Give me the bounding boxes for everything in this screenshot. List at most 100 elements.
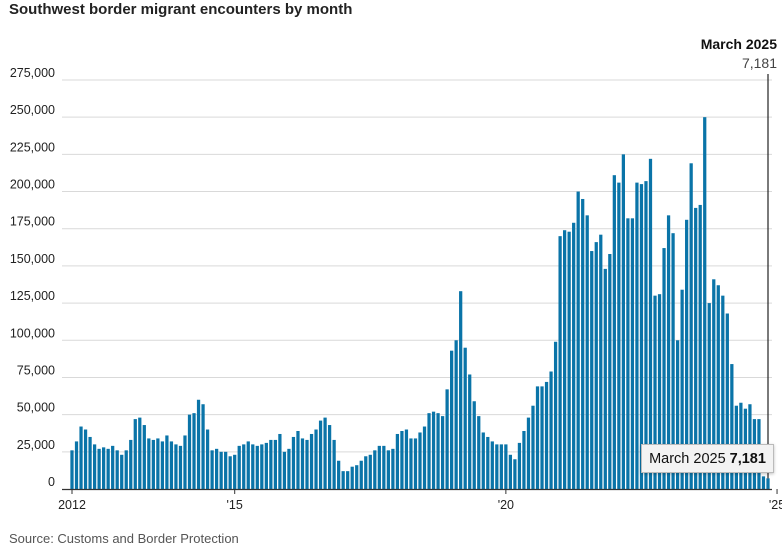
x-tick-label: '15 bbox=[227, 498, 243, 512]
bar bbox=[603, 268, 607, 489]
bar bbox=[617, 182, 621, 489]
bar bbox=[205, 429, 210, 489]
bar bbox=[138, 417, 142, 489]
bar bbox=[431, 411, 436, 489]
bar bbox=[233, 454, 237, 489]
bar bbox=[477, 416, 481, 489]
bar bbox=[147, 438, 151, 489]
bar bbox=[242, 444, 246, 489]
bar bbox=[635, 182, 639, 489]
bar bbox=[196, 399, 201, 489]
bar bbox=[567, 231, 571, 489]
bar bbox=[323, 417, 327, 489]
bar bbox=[332, 439, 336, 489]
bar bbox=[382, 445, 386, 489]
bar bbox=[287, 448, 291, 489]
bar bbox=[653, 295, 657, 489]
bar bbox=[183, 435, 187, 489]
bar bbox=[120, 454, 124, 489]
bar bbox=[400, 431, 404, 489]
bar bbox=[219, 451, 223, 489]
bar bbox=[178, 445, 183, 489]
bar bbox=[422, 426, 427, 489]
bar bbox=[445, 389, 449, 489]
bar bbox=[92, 444, 97, 489]
latest-callout: March 2025 7,181 bbox=[701, 36, 777, 479]
y-tick-label: 250,000 bbox=[10, 103, 55, 117]
y-tick-label: 125,000 bbox=[10, 289, 55, 303]
bar bbox=[151, 439, 155, 489]
tooltip-value: 7,181 bbox=[729, 450, 766, 467]
bar bbox=[418, 432, 422, 489]
bar bbox=[553, 341, 558, 489]
bar bbox=[260, 444, 264, 489]
bar bbox=[626, 218, 630, 489]
bar bbox=[766, 478, 770, 489]
bar bbox=[97, 448, 101, 489]
bars bbox=[70, 117, 770, 490]
y-tick-label: 275,000 bbox=[10, 66, 55, 80]
source-note: Source: Customs and Border Protection bbox=[9, 531, 239, 546]
bar bbox=[504, 444, 508, 489]
bar bbox=[694, 207, 698, 489]
bar bbox=[70, 450, 74, 489]
bar bbox=[558, 236, 562, 489]
y-tick-label: 75,000 bbox=[17, 363, 55, 377]
bar bbox=[246, 441, 250, 489]
bar bbox=[703, 117, 707, 490]
bar bbox=[187, 414, 192, 489]
bar bbox=[531, 405, 535, 489]
bar bbox=[517, 442, 522, 489]
bar bbox=[404, 429, 409, 489]
y-tick-label: 100,000 bbox=[10, 326, 55, 340]
bar bbox=[74, 441, 79, 489]
bar bbox=[364, 456, 368, 489]
bar bbox=[707, 303, 711, 489]
bar bbox=[716, 285, 720, 489]
bar bbox=[712, 279, 716, 489]
tooltip-date: March 2025 bbox=[649, 450, 726, 467]
bar bbox=[481, 432, 485, 489]
bar bbox=[341, 471, 345, 489]
bar bbox=[463, 347, 467, 489]
bar bbox=[296, 431, 300, 489]
bar bbox=[440, 416, 445, 489]
bar bbox=[346, 471, 350, 489]
bar bbox=[594, 242, 598, 489]
bar bbox=[273, 439, 277, 489]
bar bbox=[526, 417, 531, 489]
bar bbox=[472, 401, 476, 489]
bar bbox=[644, 181, 648, 489]
bar bbox=[228, 456, 232, 489]
y-tick-label: 150,000 bbox=[10, 252, 55, 266]
bar bbox=[721, 295, 725, 489]
bar bbox=[395, 433, 400, 489]
callout-date: March 2025 bbox=[701, 36, 777, 52]
bar bbox=[427, 413, 431, 489]
bar bbox=[391, 448, 395, 489]
bar bbox=[377, 445, 381, 489]
bar bbox=[282, 451, 287, 489]
bar bbox=[124, 450, 128, 489]
bar bbox=[648, 158, 653, 489]
bar bbox=[436, 413, 440, 489]
bar bbox=[468, 374, 472, 489]
bar bbox=[459, 291, 463, 489]
y-tick-label: 0 bbox=[48, 475, 55, 489]
bar bbox=[689, 163, 693, 490]
bar bbox=[639, 184, 644, 490]
bar bbox=[350, 466, 354, 489]
bar bbox=[368, 454, 372, 489]
bar bbox=[608, 254, 612, 489]
y-axis-ticks: 0 25,000 50,000 75,000 100,000 125,000 150,000… bbox=[10, 66, 55, 489]
bar bbox=[133, 419, 137, 489]
bar bbox=[685, 219, 689, 490]
bar bbox=[88, 436, 92, 489]
x-tick-label: '25 bbox=[769, 498, 782, 512]
bar bbox=[572, 222, 576, 489]
bar bbox=[409, 438, 413, 489]
bar bbox=[192, 413, 196, 489]
bar bbox=[612, 175, 616, 489]
bar bbox=[450, 350, 454, 489]
bar bbox=[666, 215, 671, 489]
